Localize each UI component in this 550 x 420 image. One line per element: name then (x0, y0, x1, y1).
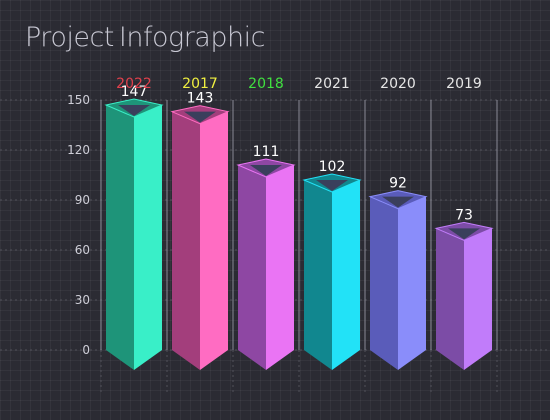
bar-marker (250, 165, 282, 176)
bar-right-face (398, 196, 426, 370)
bar-value-label: 147 (121, 84, 148, 100)
bar-marker (448, 228, 480, 240)
y-tick-label: 150 (67, 93, 90, 107)
bar-value-label: 143 (187, 91, 214, 107)
y-tick-label: 120 (67, 143, 90, 157)
category-label: 2022 (116, 76, 152, 92)
y-tick-label: 30 (75, 293, 90, 307)
bar-right-face (464, 228, 492, 370)
category-label: 2017 (182, 76, 218, 92)
bar-marker (382, 196, 414, 208)
bar-marker (118, 105, 150, 116)
bar-value-label: 102 (319, 159, 346, 175)
bar-right-face (134, 105, 162, 370)
bar-right-face (200, 111, 228, 371)
bar-left-face (370, 196, 398, 370)
bar-left-face (106, 105, 134, 370)
chart-title: Project Infographic (25, 22, 265, 53)
category-label: 2019 (446, 76, 482, 92)
bar-right-face (332, 180, 360, 370)
y-tick-label: 90 (75, 193, 90, 207)
y-tick-label: 60 (75, 243, 90, 257)
bar-value-label: 92 (389, 176, 407, 192)
bar-right-face (266, 165, 294, 370)
bar-value-label: 111 (253, 144, 280, 160)
chart-title-part1: Project (25, 22, 114, 53)
bar-left-face (172, 111, 200, 371)
category-label: 2018 (248, 76, 284, 92)
bar-left-face (238, 165, 266, 370)
y-tick-label: 0 (82, 343, 90, 357)
bar-left-face (436, 228, 464, 370)
bar-left-face (304, 180, 332, 370)
bar-value-label: 73 (455, 207, 473, 223)
category-label: 2020 (380, 76, 416, 92)
bar-marker (184, 111, 216, 123)
bar-marker (316, 180, 348, 191)
category-label: 2021 (314, 76, 350, 92)
chart-title-part2: Infographic (118, 22, 266, 53)
